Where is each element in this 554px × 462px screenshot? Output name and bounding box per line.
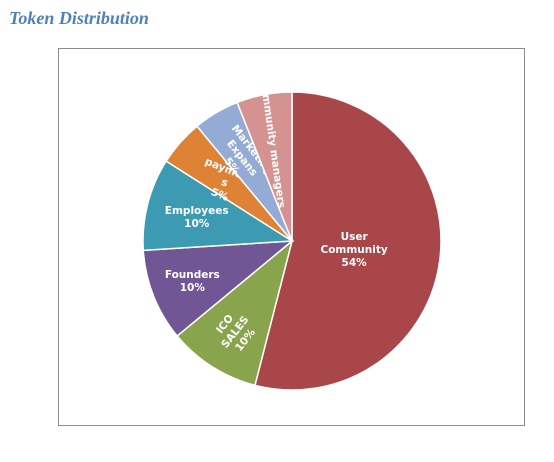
page-title: Token Distribution — [9, 8, 149, 28]
slice-value-label: 10% — [180, 282, 206, 294]
slice-value-label: 6% — [257, 77, 271, 97]
slice-value-label: 54% — [342, 257, 368, 269]
slice-category-label: Community — [320, 244, 387, 256]
pie-slice-7 — [236, 91, 293, 242]
pie-slice-4 — [142, 160, 295, 252]
pie-slice-3 — [142, 240, 295, 338]
pie-slice-1 — [254, 91, 442, 391]
slice-category-label: User — [341, 231, 369, 243]
pie-chart: UserCommunity54%ICOSALES10%Founders10%Em… — [142, 77, 442, 391]
chart-area: User Community 54% ICO SALES 10% Founders 10% Em… — [58, 48, 525, 426]
slice-category-label: Employees — [165, 205, 229, 217]
slice-category-label: Founders — [165, 269, 220, 281]
slice-value-label: 10% — [184, 218, 210, 230]
pie-slice-2 — [176, 238, 294, 387]
slice-category-label: s — [219, 176, 229, 189]
